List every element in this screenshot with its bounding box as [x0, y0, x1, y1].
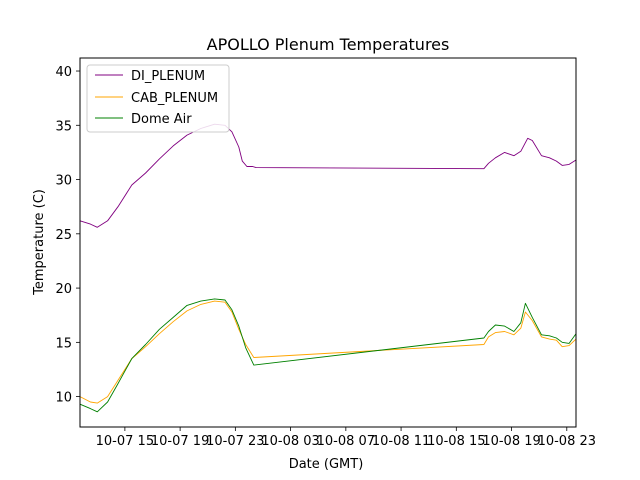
y-axis-ticks: 10 15 20 25 30 35 40 [55, 65, 80, 406]
x-tick-label: 10-08 19 [482, 434, 540, 449]
y-tick-label: 35 [55, 119, 72, 134]
y-tick-label: 10 [55, 391, 72, 406]
y-axis-label: Temperature (C) [32, 189, 47, 296]
legend-box [86, 64, 230, 133]
x-tick-label: 10-08 11 [372, 434, 430, 449]
legend-label-di-plenum: DI_PLENUM [131, 69, 205, 84]
legend-label-dome-air: Dome Air [131, 112, 192, 127]
y-tick-label: 30 [55, 174, 72, 189]
chart-title: APOLLO Plenum Temperatures [207, 35, 450, 54]
legend: DI_PLENUM CAB_PLENUM Dome Air [86, 64, 230, 133]
y-tick-label: 20 [55, 282, 72, 297]
x-tick-label: 10-08 23 [538, 434, 596, 449]
x-tick-label: 10-08 15 [427, 434, 485, 449]
y-tick-label: 15 [55, 336, 72, 351]
series-line-di-plenum [79, 123, 577, 228]
legend-label-cab-plenum: CAB_PLENUM [131, 91, 218, 106]
y-tick-label: 25 [55, 228, 72, 243]
plot-area-frame [79, 57, 577, 428]
series-line-dome-air [79, 298, 577, 413]
y-tick-label: 40 [55, 65, 72, 80]
x-tick-label: 10-07 19 [151, 434, 209, 449]
x-tick-label: 10-08 07 [317, 434, 375, 449]
x-axis-label: Date (GMT) [289, 457, 364, 472]
x-tick-label: 10-07 23 [206, 434, 264, 449]
x-tick-label: 10-07 15 [96, 434, 154, 449]
series-layer [79, 123, 577, 413]
x-tick-label: 10-08 03 [261, 434, 319, 449]
